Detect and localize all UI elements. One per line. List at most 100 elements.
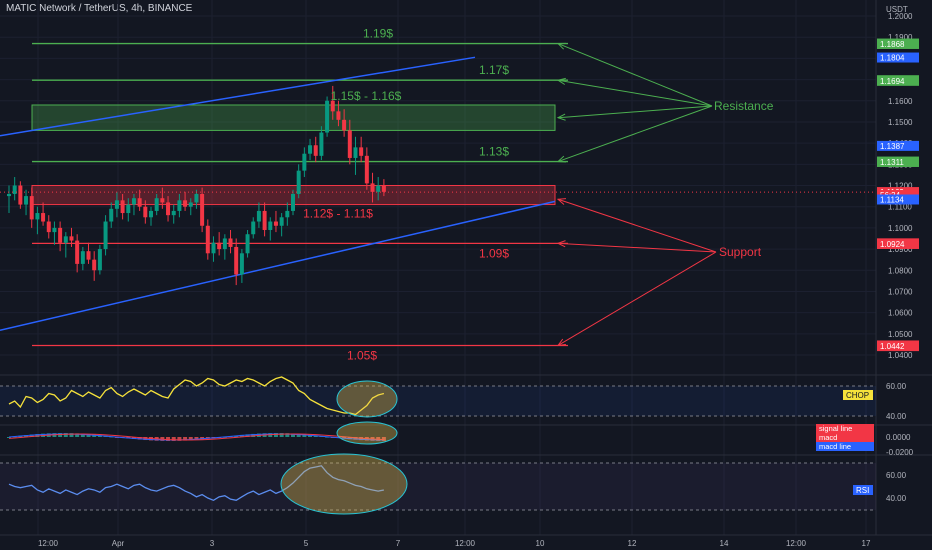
candle-body <box>296 170 301 194</box>
macd-histogram-bar <box>29 434 34 437</box>
macd-histogram-bar <box>296 433 301 437</box>
candle-body <box>308 145 313 154</box>
arrow-head <box>556 155 567 163</box>
rsi-label: RSI <box>856 486 869 495</box>
candle-body <box>353 147 358 158</box>
macd-histogram-bar <box>381 437 386 441</box>
chop-tick: 40.00 <box>886 412 907 421</box>
price-tick: 1.0700 <box>888 287 913 296</box>
candle-body <box>251 221 256 235</box>
price-badge <box>877 156 919 167</box>
candle-body <box>177 200 182 211</box>
macd-histogram-bar <box>285 433 290 437</box>
candle-body <box>234 246 239 275</box>
macd-histogram-bar <box>273 433 278 437</box>
candle-body <box>120 200 125 214</box>
resistance-arrow <box>557 79 713 107</box>
chop-band <box>0 386 876 416</box>
candle-body <box>364 155 369 184</box>
candle-body <box>46 221 51 233</box>
price-badge <box>877 38 919 49</box>
support-arrow <box>557 251 717 346</box>
price-badge-text: 1.1694 <box>880 77 905 86</box>
candle-body <box>137 198 142 207</box>
candle-body <box>279 217 284 226</box>
currency-label: USDT <box>886 5 908 14</box>
macd-histogram-bar <box>86 434 91 437</box>
macd-tick: -0.0200 <box>886 448 914 457</box>
candle-body <box>376 185 381 192</box>
resistance-arrow <box>557 105 713 163</box>
price-badge <box>877 52 919 63</box>
macd-series-label: macd <box>819 433 837 442</box>
macd-histogram-bar <box>194 437 199 440</box>
time-tick: 3 <box>210 539 215 548</box>
chop-label: CHOP <box>846 391 869 400</box>
macd-histogram-bar <box>171 437 176 441</box>
candle-body <box>58 227 63 243</box>
price-tick: 1.0600 <box>888 309 913 318</box>
candle-body <box>347 130 352 158</box>
candle-body <box>114 200 119 209</box>
candle-body <box>149 210 153 218</box>
macd-histogram-bar <box>302 434 307 437</box>
level-label: 1.05$ <box>347 348 377 362</box>
macd-label-badge <box>816 442 874 451</box>
support-label: Support <box>719 245 762 259</box>
macd-histogram-bar <box>279 433 284 437</box>
candle-body <box>7 193 11 197</box>
signal-line <box>8 433 384 441</box>
candle-body <box>268 221 273 230</box>
candle-body <box>211 242 216 254</box>
resistance-arrow <box>557 43 713 107</box>
macd-histogram-bar <box>291 433 295 437</box>
macd-histogram-bar <box>308 434 313 437</box>
macd-highlight <box>336 421 398 445</box>
price-badge-text: 1.1387 <box>880 142 905 151</box>
lower-trendline <box>0 200 556 331</box>
candle-body <box>103 221 108 250</box>
candle-body <box>188 202 193 207</box>
zone-label: 1.15$ - 1.16$ <box>331 89 402 103</box>
price-badge-text: 1.0442 <box>880 342 905 351</box>
candle-body <box>24 196 29 205</box>
candle-body <box>370 183 375 192</box>
candle-body <box>171 210 176 216</box>
candle-body <box>12 185 17 194</box>
candle-body <box>330 100 335 112</box>
level-label: 1.19$ <box>363 27 393 41</box>
price-badge <box>877 194 919 205</box>
time-tick: 7 <box>396 539 401 548</box>
macd-histogram-bar <box>92 434 97 437</box>
price-badge <box>877 75 919 86</box>
arrow-head <box>556 113 566 121</box>
macd-histogram-bar <box>177 437 182 441</box>
price-tick: 1.1200 <box>888 182 913 191</box>
candle-body <box>313 145 318 156</box>
candle-body <box>92 259 97 271</box>
macd-histogram-bar <box>7 437 11 438</box>
time-tick: Apr <box>112 539 125 548</box>
price-tick: 1.0400 <box>888 351 913 360</box>
price-tick: 1.1600 <box>888 97 913 106</box>
candle-body <box>381 185 386 192</box>
macd-label-badge <box>816 433 874 442</box>
candle-body <box>75 240 80 264</box>
resistance-arrow <box>557 105 713 119</box>
rsi-tick: 60.00 <box>886 471 907 480</box>
candle-body <box>262 210 267 230</box>
candle-body <box>319 132 324 156</box>
candle-body <box>69 236 74 241</box>
candle-body <box>80 251 85 264</box>
candle-body <box>325 100 330 133</box>
candle-body <box>166 202 171 216</box>
price-tick: 1.1000 <box>888 224 913 233</box>
time-tick: 5 <box>304 539 309 548</box>
upper-trendline <box>0 56 476 137</box>
candle-body <box>143 206 148 218</box>
price-tick: 1.2000 <box>888 12 913 21</box>
time-tick: 12 <box>628 539 637 548</box>
chop-line <box>8 376 385 416</box>
price-badge <box>877 140 919 151</box>
